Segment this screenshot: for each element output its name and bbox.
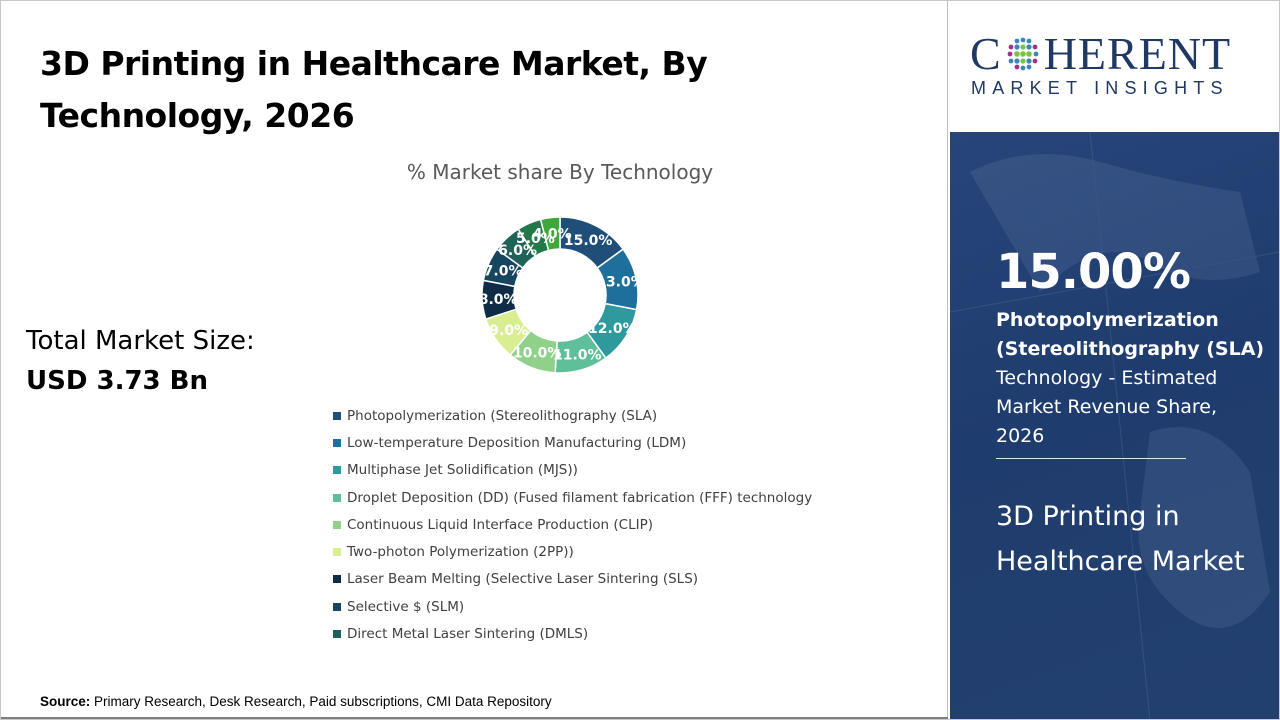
donut-chart: 15.0% 13.0% 12.0% 11.0%10.0% 9.0% 8.0% 7.0% 6.0… [479, 216, 645, 374]
legend-item: Direct Metal Laser Sintering (DMLS) [333, 620, 812, 647]
highlight-panel: 15.00% Photopolymerization (Stereolithog… [950, 132, 1280, 720]
slice-data-label: 12.0% [588, 321, 637, 337]
legend-item: Selective $ (SLM) [333, 593, 812, 620]
slice-data-label: 11.0% [553, 348, 602, 364]
slice-data-label: 10.0% [513, 346, 562, 362]
legend-swatch-icon [333, 438, 341, 447]
logo-tagline: MARKET INSIGHTS [971, 78, 1229, 98]
slice-data-label: 5.0% [516, 231, 555, 247]
legend-label: Continuous Liquid Interface Production (… [347, 516, 653, 533]
legend-swatch-icon [333, 493, 341, 502]
logo-letter-c: C [970, 28, 1002, 79]
company-logo: C HERENT MARKET INSIGHTS [950, 0, 1280, 132]
legend-label: Low-temperature Deposition Manufacturing… [347, 434, 687, 451]
highlight-desc-text: Technology - Estimated Market Revenue Sh… [996, 367, 1218, 447]
page-title: 3D Printing in Healthcare Market, By Tec… [40, 44, 708, 135]
legend-label: Droplet Deposition (DD) (Fused filament … [347, 489, 813, 506]
bottom-divider [0, 717, 948, 720]
chart-legend: Photopolymerization (Stereolithography (… [333, 402, 812, 648]
legend-swatch-icon [333, 575, 341, 584]
globe-dots-icon [1007, 37, 1039, 71]
legend-item: Droplet Deposition (DD) (Fused filament … [333, 484, 812, 511]
source-text: Primary Research, Desk Research, Paid su… [90, 694, 552, 709]
legend-swatch-icon [333, 548, 341, 557]
highlight-segment-line2: (Stereolithography (SLA) [996, 338, 1265, 360]
legend-item: Continuous Liquid Interface Production (… [333, 511, 812, 538]
world-map-background [950, 132, 1280, 720]
legend-label: Multiphase Jet Solidification (MJS)) [347, 462, 578, 479]
legend-swatch-icon [333, 602, 341, 611]
highlight-percentage: 15.00% [996, 244, 1191, 300]
legend-swatch-icon [333, 630, 341, 639]
slice-data-label: 4.0% [533, 226, 572, 242]
panel-divider [996, 458, 1186, 459]
slice-data-label: 8.0% [479, 292, 518, 308]
legend-label: Photopolymerization (Stereolithography (… [347, 407, 658, 424]
total-market-size-value: USD 3.73 Bn [26, 366, 208, 396]
legend-item: Multiphase Jet Solidification (MJS)) [333, 457, 812, 484]
slice-data-label: 9.0% [489, 323, 528, 339]
legend-swatch-icon [333, 520, 341, 529]
legend-label: Direct Metal Laser Sintering (DMLS) [347, 626, 589, 643]
chart-area: 3D Printing in Healthcare Market, By Tec… [0, 0, 948, 720]
slice-data-label: 6.0% [498, 243, 537, 259]
legend-item: Laser Beam Melting (Selective Laser Sint… [333, 566, 812, 593]
highlight-segment-line1: Photopolymerization [996, 309, 1219, 331]
source-label: Source: [40, 694, 91, 709]
slice-data-label: 7.0% [484, 263, 523, 279]
donut-slice [539, 216, 561, 252]
legend-swatch-icon [333, 466, 341, 475]
legend-label: Two-photon Polymerization (2PP)) [347, 544, 574, 561]
source-note: Source: Primary Research, Desk Research,… [40, 694, 552, 709]
legend-swatch-icon [333, 411, 341, 420]
slice-data-label: 13.0% [596, 274, 645, 290]
total-market-size-label: Total Market Size: [26, 326, 255, 356]
market-name: 3D Printing in Healthcare Market [996, 501, 1245, 577]
logo-wordmark: HERENT [1043, 28, 1232, 79]
chart-title: % Market share By Technology [406, 160, 714, 184]
slice-data-label: 15.0% [564, 233, 613, 249]
legend-item: Low-temperature Deposition Manufacturing… [333, 429, 812, 456]
highlight-description: Photopolymerization (Stereolithography (… [996, 306, 1266, 451]
legend-label: Laser Beam Melting (Selective Laser Sint… [347, 571, 699, 588]
legend-item: Two-photon Polymerization (2PP)) [333, 538, 812, 565]
legend-label: Selective $ (SLM) [347, 598, 465, 615]
legend-item: Photopolymerization (Stereolithography (… [333, 402, 812, 429]
